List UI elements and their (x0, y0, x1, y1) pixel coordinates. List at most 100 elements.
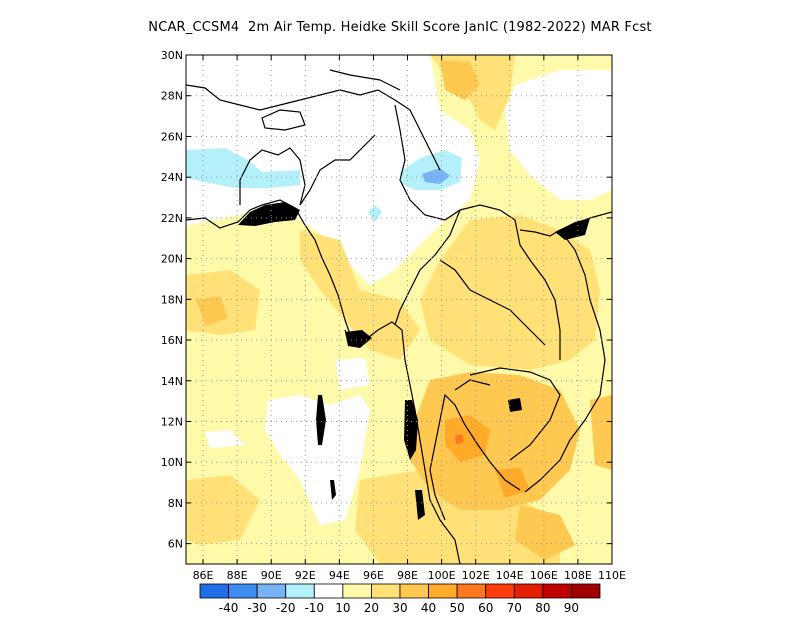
colorbar-swatch (399, 583, 429, 599)
field-orange-east (590, 395, 612, 470)
field-white-north (186, 55, 480, 285)
border-tibet (329, 69, 401, 91)
lat-label: 30N (161, 49, 183, 62)
field-blue-yunnan (400, 150, 462, 190)
colorbar-label: 40 (421, 601, 436, 615)
lat-label: 26N (161, 130, 183, 143)
field-lightorange-southwest (186, 475, 260, 545)
field-lightorange-indochina (420, 215, 600, 370)
field-darkorange-core (445, 415, 490, 462)
border-thailand-laos (439, 259, 546, 346)
lat-label: 6N (168, 538, 183, 551)
field-orange-west-spot (196, 296, 228, 326)
graticule (186, 55, 612, 564)
lat-label: 22N (161, 212, 183, 225)
lon-label: 92E (295, 569, 316, 582)
colorbar-swatch (342, 583, 372, 599)
lat-label: 28N (161, 90, 183, 103)
map-frame (185, 54, 613, 565)
lon-label: 110E (598, 569, 626, 582)
nicobar-islands (330, 480, 336, 500)
colorbar-label: 60 (478, 601, 493, 615)
border-china-vietnam (519, 229, 561, 237)
colorbar-swatch (542, 583, 572, 599)
lon-label: 86E (193, 569, 214, 582)
field-lightorange-south (355, 470, 560, 564)
lon-label: 108E (564, 569, 592, 582)
colorbar-label: 30 (392, 601, 407, 615)
border-india-bangladesh (239, 147, 306, 206)
border-thailand-cambodia (454, 379, 491, 391)
lon-label: 90E (261, 569, 282, 582)
skill-score-field (186, 55, 612, 564)
andaman-islands (316, 395, 326, 445)
lat-label: 16N (161, 334, 183, 347)
lon-label: 102E (462, 569, 490, 582)
field-blue-bangladesh-west (186, 148, 300, 188)
border-myanmar-china (394, 104, 461, 221)
border-himalaya (186, 84, 441, 171)
lat-label: 8N (168, 497, 183, 510)
tonkin-islands (555, 218, 590, 240)
cambodia-lake (508, 398, 522, 412)
field-lightorange-myanmar (300, 230, 420, 360)
myanmar-delta-cluster (345, 330, 372, 348)
lon-axis-labels: 86E 88E 90E 92E 94E 96E 98E 100E 102E 104E 106E 108… (193, 569, 626, 582)
field-white-northeast (505, 70, 612, 200)
colorbar-swatch (371, 583, 401, 599)
colorbar-swatch (256, 583, 287, 599)
colorbar-label: 20 (364, 601, 379, 615)
sundarbans (238, 202, 300, 226)
field-orange-north-spot (440, 60, 480, 100)
field-white-andaman (335, 358, 370, 390)
colorbar-label: -30 (247, 601, 267, 615)
colorbar-swatch (428, 583, 458, 599)
lat-label: 24N (161, 171, 183, 184)
field-blue-yunnan-core (422, 168, 450, 184)
colorbar-label: 50 (450, 601, 465, 615)
field-redorange-dot (455, 434, 464, 444)
colorbar-label: 90 (564, 601, 579, 615)
thai-peninsula-islands (415, 490, 425, 520)
colorbar-swatch (228, 583, 258, 599)
colorbar-swatch (571, 583, 601, 599)
map-title: NCAR_CCSM4 2m Air Temp. Heidke Skill Sco… (148, 20, 652, 35)
field-white-sw (205, 430, 245, 448)
colorbar-swatch (513, 583, 544, 599)
colorbar-label: 80 (535, 601, 550, 615)
border-cambodia (469, 367, 561, 461)
coast-gulf-of-thailand (429, 393, 521, 521)
lat-label: 18N (161, 293, 183, 306)
border-myanmar-thailand (394, 209, 461, 326)
colorbar-label: -10 (304, 601, 324, 615)
axis-ticks (186, 54, 613, 564)
coast-bay-of-bengal (186, 199, 461, 564)
lat-label: 10N (161, 456, 183, 469)
lon-label: 96E (363, 569, 384, 582)
colorbar-swatch (285, 583, 315, 599)
field-darkorange-core2 (495, 468, 530, 498)
colorbar-label: 70 (507, 601, 522, 615)
lon-label: 94E (329, 569, 350, 582)
border-laos (459, 204, 561, 360)
islands (238, 202, 590, 520)
lon-label: 98E (397, 569, 418, 582)
lat-label: 14N (161, 375, 183, 388)
colorbar-label: -40 (219, 601, 239, 615)
field-blue-small (368, 205, 382, 222)
colorbar (199, 583, 601, 599)
lat-axis-labels: 30N 28N 26N 24N 22N 20N 18N 16N 14N 12N 10N 8N 6N (161, 49, 183, 551)
coast-vietnam (524, 229, 606, 493)
lat-label: 12N (161, 415, 183, 428)
field-orange-cambodia (410, 372, 580, 510)
colorbar-swatch (485, 583, 515, 599)
colorbar-label: 10 (335, 601, 350, 615)
lon-label: 106E (530, 569, 558, 582)
field-white-west (265, 395, 370, 525)
lon-label: 100E (428, 569, 456, 582)
field-orange-south (515, 505, 575, 560)
lon-label: 88E (227, 569, 248, 582)
colorbar-swatch (199, 583, 229, 599)
lat-label: 20N (161, 253, 183, 266)
